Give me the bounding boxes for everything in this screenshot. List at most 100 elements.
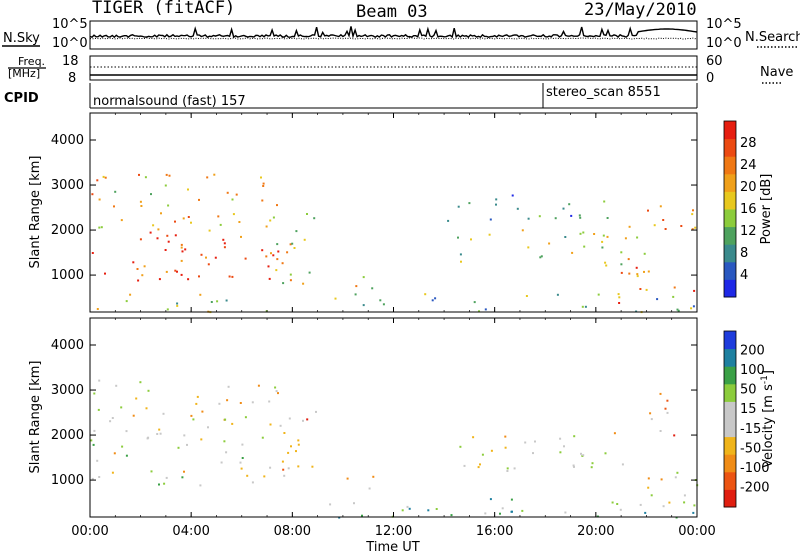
colorbar-segment: [724, 244, 736, 263]
colorbar-segment: [724, 121, 736, 140]
data-point: [96, 308, 99, 310]
beam-label: Beam 03: [356, 2, 428, 22]
data-point: [90, 439, 93, 442]
data-point: [143, 265, 146, 268]
data-point: [468, 202, 471, 205]
data-point: [180, 243, 183, 246]
data-point: [228, 275, 231, 278]
data-point: [227, 385, 230, 388]
data-point: [495, 203, 497, 206]
colorbar-tick-label: 28: [740, 136, 757, 151]
data-point: [274, 386, 277, 389]
nsearch-tick-top: 10^5: [706, 17, 742, 32]
data-point: [187, 216, 190, 218]
data-point: [620, 271, 623, 274]
data-point: [226, 191, 229, 194]
data-point: [113, 205, 115, 208]
nave-tick-bottom: 0: [706, 71, 714, 86]
nsky-label: N.Sky: [3, 31, 40, 46]
data-point: [199, 293, 202, 296]
data-point: [121, 445, 124, 448]
data-point: [163, 482, 166, 485]
data-point: [276, 204, 278, 207]
data-point: [570, 214, 573, 217]
data-point: [578, 214, 581, 217]
data-point: [504, 446, 507, 449]
cpid-panel: CPID normalsound (fast) 157 stereo_scan …: [4, 83, 698, 109]
data-point: [664, 407, 667, 410]
data-point: [457, 205, 460, 208]
data-point: [683, 494, 686, 497]
data-point: [635, 266, 638, 269]
data-point: [564, 236, 567, 238]
data-point: [584, 305, 587, 308]
data-point: [534, 440, 536, 443]
data-point: [216, 300, 219, 303]
power-data: [91, 173, 697, 314]
date-label: 23/May/2010: [584, 0, 697, 20]
velocity-data: [90, 379, 699, 519]
data-point: [674, 476, 677, 479]
colorbar-segment: [724, 331, 736, 350]
data-point: [662, 505, 665, 508]
data-point: [92, 443, 95, 446]
data-point: [571, 251, 574, 254]
data-point: [647, 477, 650, 480]
cpid-label: CPID: [4, 91, 39, 106]
data-point: [666, 399, 669, 402]
y-tick-label: 4000: [51, 133, 84, 148]
data-point: [636, 273, 639, 276]
data-point: [450, 514, 453, 517]
data-point: [260, 176, 262, 179]
data-point: [691, 228, 694, 231]
data-point: [602, 234, 605, 237]
data-point: [666, 411, 669, 414]
data-point: [692, 209, 694, 212]
freq-panel: Freq. [MHz] 18 8 60 0 Nave: [8, 54, 793, 86]
colorbar-tick-label: 200: [740, 344, 765, 359]
data-point: [538, 215, 541, 218]
freq-label-2: [MHz]: [8, 67, 40, 80]
data-point: [379, 299, 382, 302]
data-point: [174, 269, 177, 272]
colorbar-segment: [724, 366, 736, 385]
data-point: [647, 209, 649, 212]
data-point: [196, 395, 199, 398]
data-point: [636, 236, 639, 239]
data-point: [604, 261, 607, 264]
y-tick-label: 3000: [51, 383, 84, 398]
data-point: [181, 476, 184, 479]
data-point: [582, 454, 585, 457]
data-point: [338, 516, 341, 519]
data-point: [435, 508, 438, 510]
data-point: [195, 402, 198, 405]
data-point: [152, 224, 155, 227]
data-point: [297, 443, 300, 446]
data-point: [166, 308, 169, 311]
data-point: [182, 217, 185, 220]
colorbar-segment: [724, 209, 736, 228]
x-tick-label: 12:00: [375, 524, 412, 539]
data-point: [601, 246, 604, 249]
y-tick-label: 2000: [51, 428, 84, 443]
data-point: [554, 217, 557, 220]
data-point: [98, 379, 101, 382]
data-point: [368, 487, 371, 490]
data-point: [214, 256, 217, 259]
power-panel: 1000 2000 3000 4000 Slant Range [km]: [28, 112, 698, 314]
data-point: [643, 270, 645, 273]
data-point: [199, 484, 202, 487]
data-point: [220, 461, 223, 464]
data-point: [190, 414, 193, 417]
data-point: [673, 286, 676, 289]
data-point: [619, 508, 622, 511]
data-point: [693, 289, 696, 292]
data-point: [628, 272, 631, 275]
data-point: [144, 176, 147, 179]
data-point: [109, 420, 112, 423]
data-point: [205, 256, 207, 259]
data-point: [470, 238, 472, 241]
data-point: [644, 511, 647, 514]
data-point: [647, 270, 650, 273]
data-point: [174, 220, 176, 223]
